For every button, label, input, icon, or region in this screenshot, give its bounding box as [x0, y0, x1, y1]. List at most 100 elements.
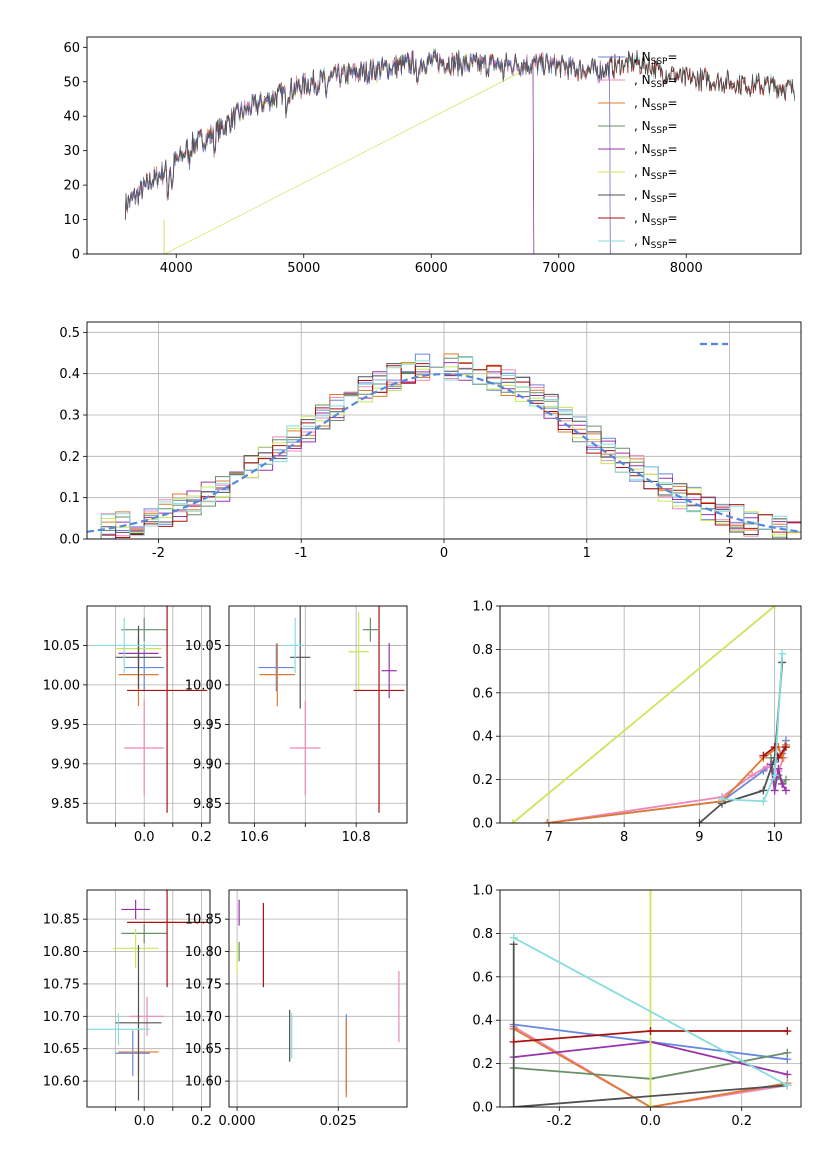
x-tick-label: 1 — [583, 546, 591, 561]
mass-weight-line — [721, 653, 784, 803]
y-tick-label: 0.8 — [472, 643, 493, 658]
legend-subscript: SSP — [651, 172, 668, 182]
y-tick-label: 10.60 — [43, 1075, 80, 1090]
mass-weight-marker — [783, 1048, 792, 1057]
y-tick-label: 1.0 — [472, 884, 493, 899]
mass-weight-line — [547, 740, 787, 823]
spectrum-line-kroupa-elodie — [124, 51, 534, 254]
legend-entry: , NSSP= — [634, 165, 678, 182]
plot-area — [509, 890, 792, 1107]
y-tick-label: 30 — [63, 144, 80, 159]
mass-weight-marker — [781, 743, 790, 752]
y-tick-label: 0.4 — [472, 1014, 493, 1029]
plot-area — [87, 353, 801, 539]
y-tick-label: 9.90 — [193, 757, 222, 772]
y-tick-label: 10.75 — [185, 977, 222, 992]
legend-entry: , NSSP= — [634, 119, 678, 136]
y-tick-label: 10.75 — [43, 977, 80, 992]
mass-weight-marker — [717, 795, 726, 804]
legend-subscript: SSP — [651, 57, 668, 67]
legend-sep: , N — [634, 165, 651, 179]
errorbar-point — [290, 700, 321, 796]
axes-frame — [228, 889, 408, 1108]
errorbar-point — [290, 606, 311, 709]
legend-sep: , N — [634, 119, 651, 133]
legend-entry: , NSSP= — [634, 73, 678, 90]
errorbar-point — [92, 617, 156, 674]
y-tick-label: 9.95 — [193, 718, 222, 733]
panel-3: 0.0 0.2 9.85 9.90 9.95 10.00 10.05 — [43, 605, 212, 845]
legend-entry: , NSSP= — [634, 211, 678, 228]
x-tick-label: 10.6 — [240, 830, 269, 845]
errorbar-point — [124, 643, 165, 692]
legend-sep: , N — [634, 188, 651, 202]
y-tick-label: 0 — [72, 248, 80, 263]
y-tick-label: 10.80 — [185, 945, 222, 960]
y-tick-label: 10.85 — [43, 913, 80, 928]
y-tick-label: 10.70 — [185, 1010, 222, 1025]
errorbar-point — [87, 1013, 150, 1046]
y-tick-label: 0.0 — [472, 1101, 493, 1116]
plot-area — [124, 48, 795, 254]
legend-eq: = — [667, 165, 677, 179]
errorbar-point — [362, 617, 379, 642]
y-tick-label: 0.5 — [59, 326, 80, 341]
spectrum-line-chabrier-miles — [124, 51, 611, 254]
legend-subscript: SSP — [651, 241, 668, 251]
mass-weight-line — [512, 606, 776, 823]
x-tick-label: 7000 — [542, 261, 575, 276]
mass-weight-line — [547, 744, 787, 823]
normal-reference-curve — [87, 372, 801, 533]
mass-weight-marker — [770, 786, 779, 795]
y-tick-label: 0.6 — [472, 970, 493, 985]
errorbar-point — [258, 643, 295, 692]
spectrum-line-kroupa-stelib — [124, 48, 795, 220]
y-tick-label: 50 — [63, 75, 80, 90]
mass-weight-marker — [759, 786, 768, 795]
legend-subscript: SSP — [651, 218, 668, 228]
axes-frame — [499, 605, 802, 824]
mass-weight-marker — [509, 1103, 518, 1107]
mass-weight-marker — [543, 819, 552, 823]
x-tick-label: 8000 — [670, 261, 703, 276]
y-tick-label: 10 — [63, 213, 80, 228]
x-tick-label: 0.2 — [191, 1114, 212, 1129]
histogram-salpeter-elodie — [87, 362, 801, 539]
legend-eq: = — [667, 50, 677, 64]
y-tick-label: 0.4 — [472, 730, 493, 745]
errorbar-point — [381, 643, 397, 699]
x-tick-label: 7 — [545, 830, 553, 845]
legend-subscript: SSP — [651, 195, 668, 205]
plot-area — [508, 606, 790, 823]
x-tick-label: 10.8 — [342, 830, 371, 845]
errorbar-point — [353, 606, 405, 813]
x-tick-label: -0.2 — [547, 1114, 572, 1129]
plot-area — [236, 899, 400, 1098]
mass-weight-line — [547, 757, 785, 823]
mass-weight-marker — [778, 649, 787, 658]
y-tick-label: 9.90 — [51, 757, 80, 772]
x-tick-label: 0 — [440, 546, 448, 561]
x-tick-label: 0.0 — [134, 1114, 155, 1129]
y-tick-label: 9.85 — [51, 797, 80, 812]
y-tick-label: 0.2 — [472, 773, 493, 788]
y-tick-label: 10.85 — [185, 913, 222, 928]
errorbar-point — [115, 945, 162, 1101]
legend-eq: = — [667, 234, 677, 248]
y-tick-label: 10.80 — [43, 945, 80, 960]
y-tick-label: 10.05 — [185, 639, 222, 654]
panel-2: -2 -1 0 1 2 0.0 0.1 0.2 0.3 0.4 0.5 — [59, 321, 802, 561]
errorbar-point — [115, 625, 162, 689]
mass-weight-marker — [646, 1027, 655, 1036]
spectrum-line-chabrier-stelib — [124, 49, 795, 220]
y-tick-label: 10.70 — [43, 1010, 80, 1025]
x-tick-label: 0.0 — [640, 1114, 661, 1129]
errorbar-point — [121, 899, 150, 920]
legend-subscript: SSP — [651, 126, 668, 136]
spectrum-line-kroupa-miles — [124, 51, 611, 254]
legend-eq: = — [667, 188, 677, 202]
legend-entry: , NSSP= — [634, 188, 678, 205]
errorbar-point — [112, 928, 159, 968]
mass-weight-marker — [781, 786, 790, 795]
